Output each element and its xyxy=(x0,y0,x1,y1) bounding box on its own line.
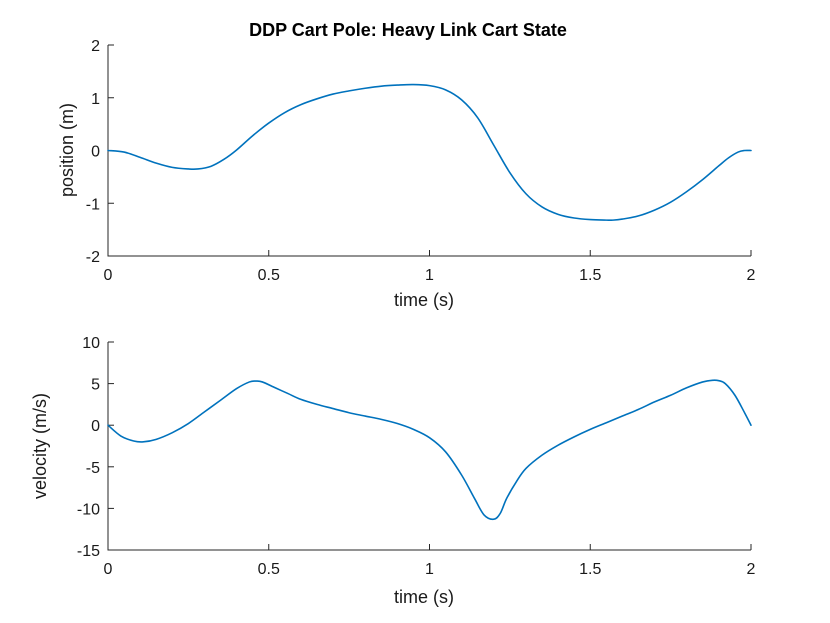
position-x-tick-label: 2 xyxy=(747,267,756,284)
position-x-tick-label: 0 xyxy=(104,267,113,284)
velocity-y-tick-label: -15 xyxy=(77,543,100,560)
position-y-tick-label: -2 xyxy=(86,249,100,266)
velocity-x-tick-label: 0 xyxy=(104,561,113,578)
velocity-axes-frame xyxy=(107,342,751,551)
position-y-ticks: -2 -1 0 1 2 xyxy=(86,38,114,266)
position-y-axis-label: position (m) xyxy=(57,103,77,197)
velocity-x-tick-label: 2 xyxy=(747,561,756,578)
velocity-x-tick-label: 0.5 xyxy=(258,561,280,578)
position-y-tick-label: 2 xyxy=(91,38,100,55)
position-y-tick-label: 0 xyxy=(91,144,100,161)
velocity-series-line xyxy=(107,379,752,521)
position-x-tick-label: 0.5 xyxy=(258,267,280,284)
velocity-y-axis-label: velocity (m/s) xyxy=(30,393,50,499)
velocity-y-tick-label: -5 xyxy=(86,460,100,477)
velocity-y-tick-label: 10 xyxy=(82,335,100,352)
position-x-tick-label: 1.5 xyxy=(579,267,601,284)
velocity-x-ticks: 0 0.5 1 1.5 2 xyxy=(104,544,756,578)
chart-title: DDP Cart Pole: Heavy Link Cart State xyxy=(249,20,567,40)
velocity-x-tick-label: 1.5 xyxy=(579,561,601,578)
position-x-ticks: 0 0.5 1 1.5 2 xyxy=(104,250,756,284)
velocity-x-tick-label: 1 xyxy=(425,561,434,578)
velocity-y-tick-label: 5 xyxy=(91,377,100,394)
velocity-x-axis-label: time (s) xyxy=(394,587,454,607)
velocity-y-ticks: -15 -10 -5 0 5 10 xyxy=(77,335,114,560)
velocity-y-tick-label: -10 xyxy=(77,501,100,518)
position-y-tick-label: -1 xyxy=(86,196,100,213)
position-x-axis-label: time (s) xyxy=(394,290,454,310)
position-y-tick-label: 1 xyxy=(91,91,100,108)
velocity-subplot: 0 0.5 1 1.5 2 -15 -10 -5 0 5 10 time (s) velocity… xyxy=(30,335,756,607)
velocity-y-tick-label: 0 xyxy=(91,418,100,435)
position-axes-frame xyxy=(107,45,751,257)
position-subplot: DDP Cart Pole: Heavy Link Cart State 0 0.… xyxy=(57,20,756,310)
position-series-line xyxy=(107,83,752,222)
position-x-tick-label: 1 xyxy=(425,267,434,284)
